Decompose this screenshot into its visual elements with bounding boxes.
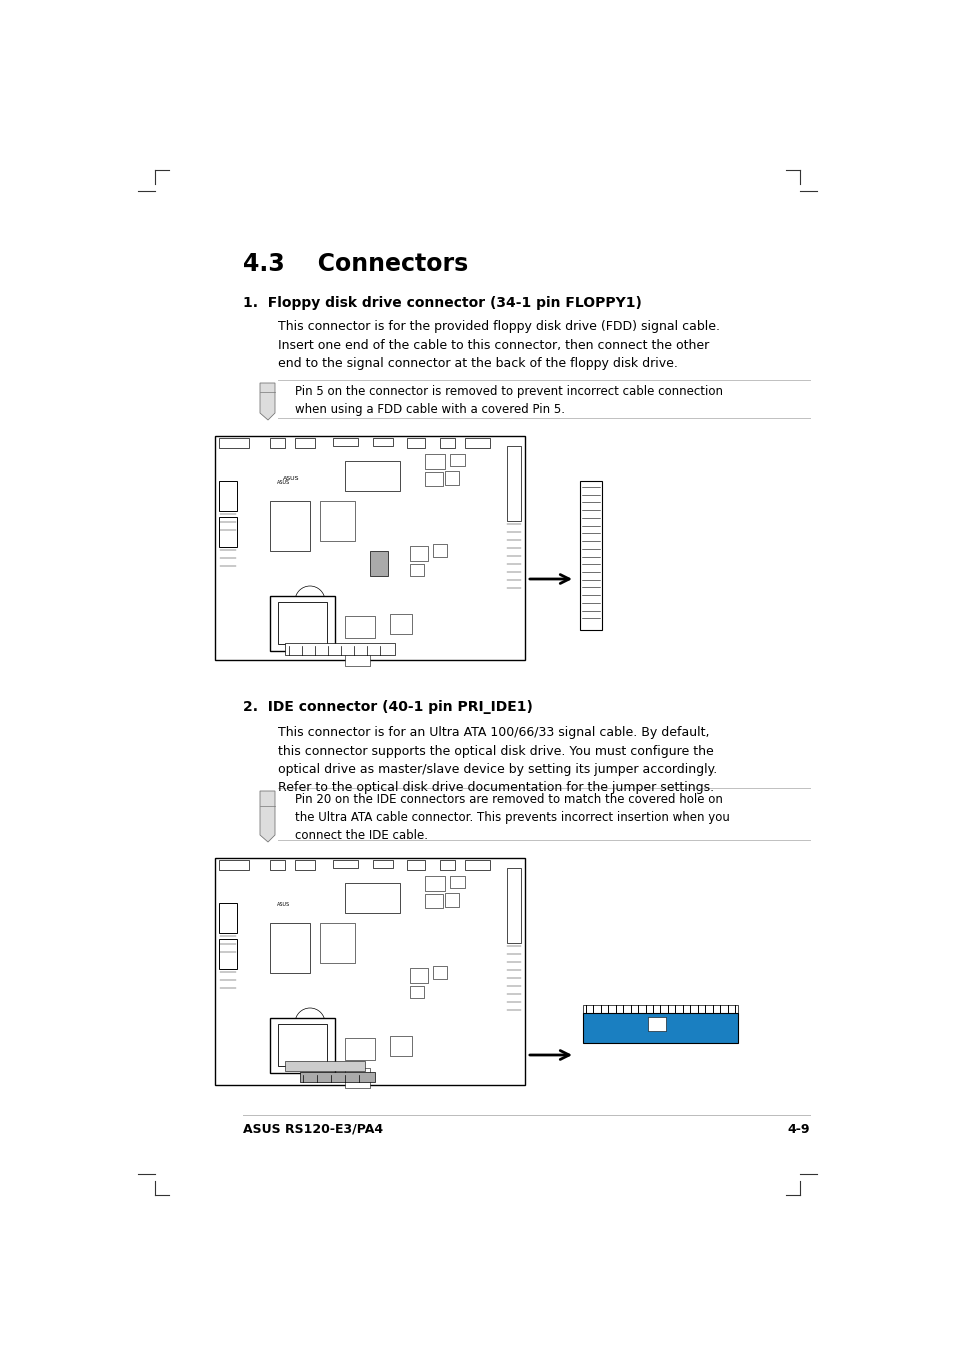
Bar xyxy=(277,1024,327,1066)
Bar xyxy=(270,861,285,870)
Bar xyxy=(345,1038,375,1061)
Bar xyxy=(464,438,490,449)
Bar xyxy=(214,858,524,1085)
Bar xyxy=(450,875,464,888)
Bar xyxy=(345,616,375,638)
Bar xyxy=(433,544,447,557)
Bar xyxy=(270,438,285,449)
Text: 1.  Floppy disk drive connector (34-1 pin FLOPPY1): 1. Floppy disk drive connector (34-1 pin… xyxy=(243,296,641,309)
Bar xyxy=(410,546,428,561)
Text: 2.  IDE connector (40-1 pin PRI_IDE1): 2. IDE connector (40-1 pin PRI_IDE1) xyxy=(243,700,533,713)
Bar xyxy=(219,438,249,449)
Bar xyxy=(450,454,464,466)
Bar xyxy=(464,861,490,870)
Text: This connector is for the provided floppy disk drive (FDD) signal cable.
Insert : This connector is for the provided flopp… xyxy=(277,320,720,370)
Bar xyxy=(333,861,357,867)
Bar xyxy=(444,893,458,907)
Text: Pin 20 on the IDE connectors are removed to match the covered hole on
the Ultra : Pin 20 on the IDE connectors are removed… xyxy=(294,793,729,842)
Bar xyxy=(407,438,424,449)
Bar xyxy=(373,438,393,446)
Bar xyxy=(333,438,357,446)
Bar xyxy=(319,923,355,963)
Bar xyxy=(390,1036,412,1056)
Bar xyxy=(439,861,455,870)
Bar xyxy=(285,643,395,655)
Bar xyxy=(345,646,370,666)
Bar xyxy=(294,861,314,870)
Text: ASUS: ASUS xyxy=(276,480,290,485)
Text: Pin 5 on the connector is removed to prevent incorrect cable connection
when usi: Pin 5 on the connector is removed to pre… xyxy=(294,385,722,416)
Text: This connector is for an Ultra ATA 100/66/33 signal cable. By default,
this conn: This connector is for an Ultra ATA 100/6… xyxy=(277,725,717,794)
Bar xyxy=(506,446,520,521)
Bar xyxy=(294,438,314,449)
Bar xyxy=(219,481,236,511)
Bar xyxy=(410,986,423,998)
Bar xyxy=(582,1013,738,1043)
Bar xyxy=(424,875,444,892)
Bar xyxy=(219,939,236,969)
Text: 4.3    Connectors: 4.3 Connectors xyxy=(243,253,468,276)
Bar xyxy=(579,481,601,630)
Bar xyxy=(270,1019,335,1073)
Bar xyxy=(345,461,399,490)
Bar xyxy=(319,501,355,540)
Bar xyxy=(299,1071,375,1082)
Bar xyxy=(219,902,236,934)
Bar xyxy=(506,867,520,943)
Circle shape xyxy=(294,586,325,616)
Bar xyxy=(390,613,412,634)
Text: ASUS RS120-E3/PA4: ASUS RS120-E3/PA4 xyxy=(243,1123,383,1136)
Circle shape xyxy=(294,1008,325,1038)
Bar xyxy=(424,454,444,469)
Bar xyxy=(345,1069,370,1088)
Bar xyxy=(410,969,428,984)
Bar xyxy=(370,551,388,576)
Bar xyxy=(424,894,442,908)
Polygon shape xyxy=(260,382,274,420)
Bar xyxy=(214,436,524,661)
Text: 4-9: 4-9 xyxy=(786,1123,809,1136)
Bar xyxy=(439,438,455,449)
Bar xyxy=(444,471,458,485)
Bar xyxy=(270,501,310,551)
Bar xyxy=(219,517,236,547)
Polygon shape xyxy=(260,790,274,842)
Bar xyxy=(407,861,424,870)
Bar xyxy=(424,471,442,486)
Bar xyxy=(277,603,327,644)
Bar xyxy=(345,884,399,913)
Bar xyxy=(647,1017,665,1031)
Bar xyxy=(219,861,249,870)
Bar xyxy=(270,596,335,651)
Bar xyxy=(270,923,310,973)
Text: ASUS: ASUS xyxy=(283,476,299,481)
Bar xyxy=(373,861,393,867)
Text: ASUS: ASUS xyxy=(276,902,290,907)
Bar xyxy=(433,966,447,979)
Bar xyxy=(410,563,423,576)
Bar xyxy=(285,1061,365,1071)
Bar xyxy=(582,1005,738,1013)
